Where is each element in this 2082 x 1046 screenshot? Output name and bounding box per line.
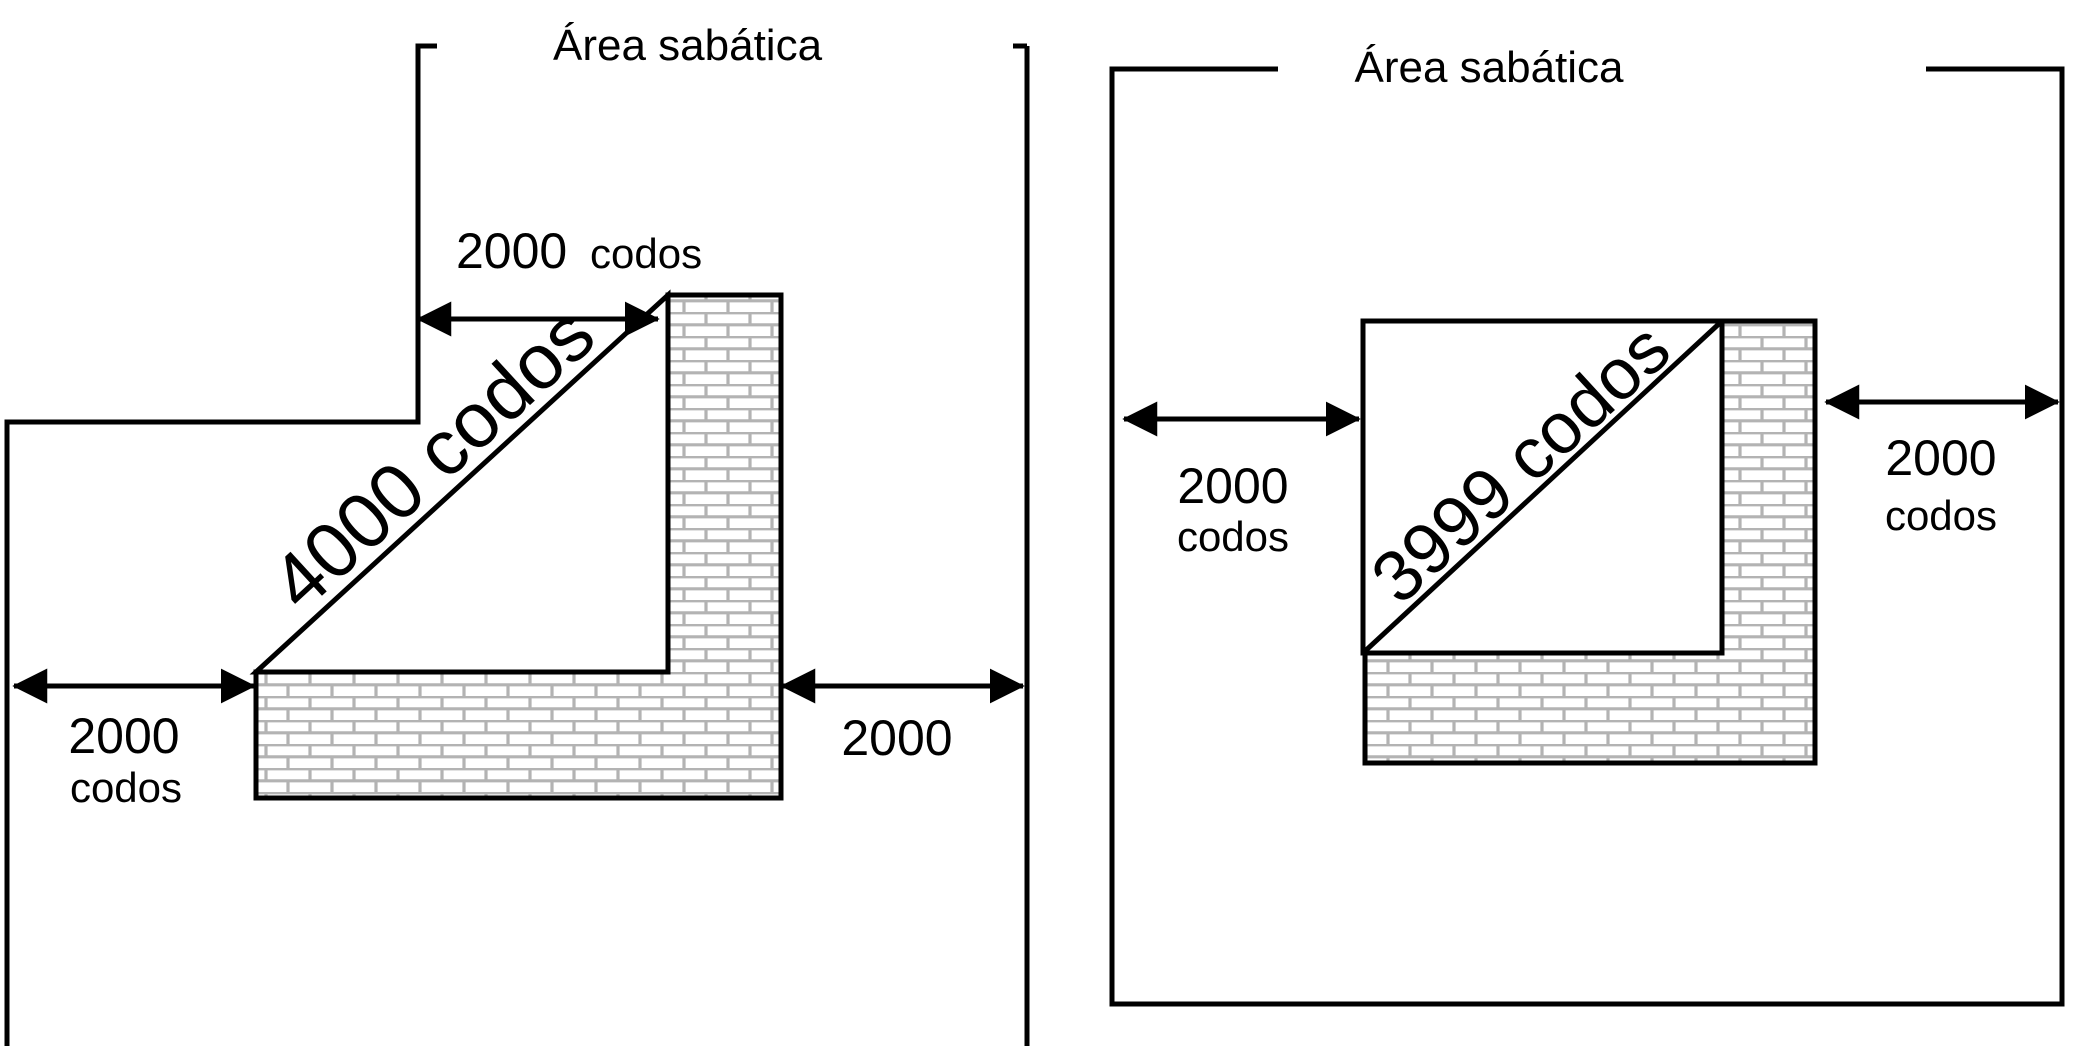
- right-city-square: [1360, 318, 1725, 656]
- left-sabbath-area-title: Área sabática: [553, 21, 823, 70]
- right-diagonal-label: 3999 codos: [1357, 308, 1686, 619]
- right-left-distance-unit: codos: [1177, 513, 1289, 560]
- right-sabbath-area-title: Área sabática: [1354, 43, 1624, 92]
- right-right-distance-number: 2000: [1885, 430, 1996, 486]
- left-city-triangle: [249, 289, 671, 675]
- left-left-distance-number: 2000: [68, 708, 179, 764]
- right-sabbath-boundary: [1109, 66, 2065, 1007]
- left-sabbath-boundary: [4, 43, 1030, 1046]
- left-left-distance-unit: codos: [70, 764, 182, 811]
- left-diagonal-label: 4000 codos: [254, 289, 611, 626]
- left-right-distance-label: 2000: [841, 710, 952, 766]
- right-right-distance-unit: codos: [1885, 492, 1997, 539]
- right-diagram: Área sabática 3999 codos 2000 codos 2000…: [1109, 43, 2065, 1007]
- right-city-diagonal: [1361, 319, 1724, 655]
- right-left-distance-number: 2000: [1177, 458, 1288, 514]
- left-diagram: Área sabática 2000 codos 4000 codos 2000…: [4, 21, 1030, 1046]
- left-top-distance-unit: codos: [590, 230, 702, 277]
- left-top-distance-number: 2000: [456, 223, 567, 279]
